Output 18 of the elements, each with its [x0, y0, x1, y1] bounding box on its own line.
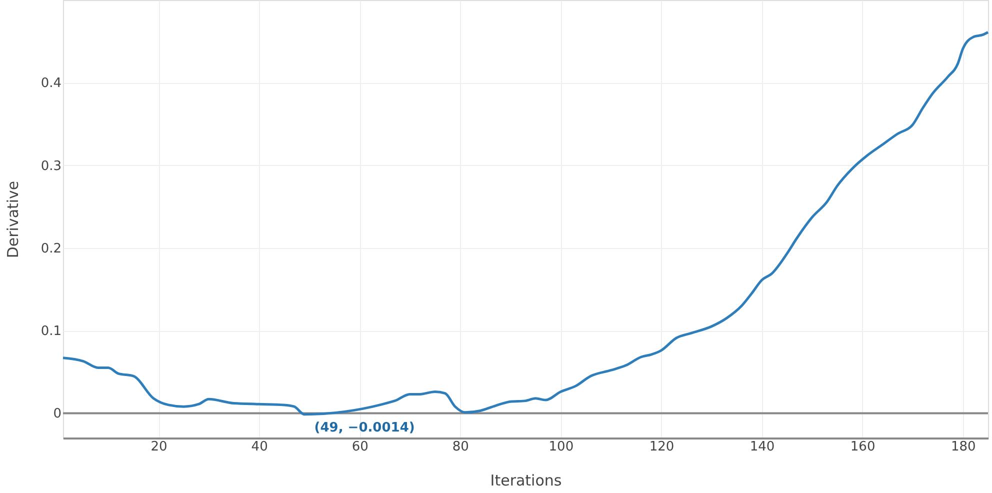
x-tick-label: 100: [548, 440, 574, 454]
x-tick-label: 80: [452, 440, 469, 454]
line-series: [62, 30, 990, 416]
y-tick-label: 0.4: [40, 76, 62, 92]
y-tick-label: 0.3: [40, 158, 62, 174]
x-tick-label: 20: [150, 440, 168, 454]
y-tick-label: 0: [53, 406, 62, 422]
x-tick-label: 120: [649, 440, 674, 454]
annotation: (49, −0.0014): [314, 420, 415, 436]
x-axis-title: Iterations: [490, 472, 562, 490]
x-tick-label: 40: [251, 440, 268, 454]
y-tick-label: 0.2: [40, 241, 62, 256]
x-tick-label: 140: [750, 440, 775, 454]
x-tick-label: 160: [850, 440, 876, 454]
y-tick-label: 0.1: [40, 324, 62, 340]
x-tick-label: 180: [950, 440, 976, 454]
y-axis-title: Derivative: [4, 180, 22, 258]
x-tick-label: 60: [352, 440, 368, 454]
